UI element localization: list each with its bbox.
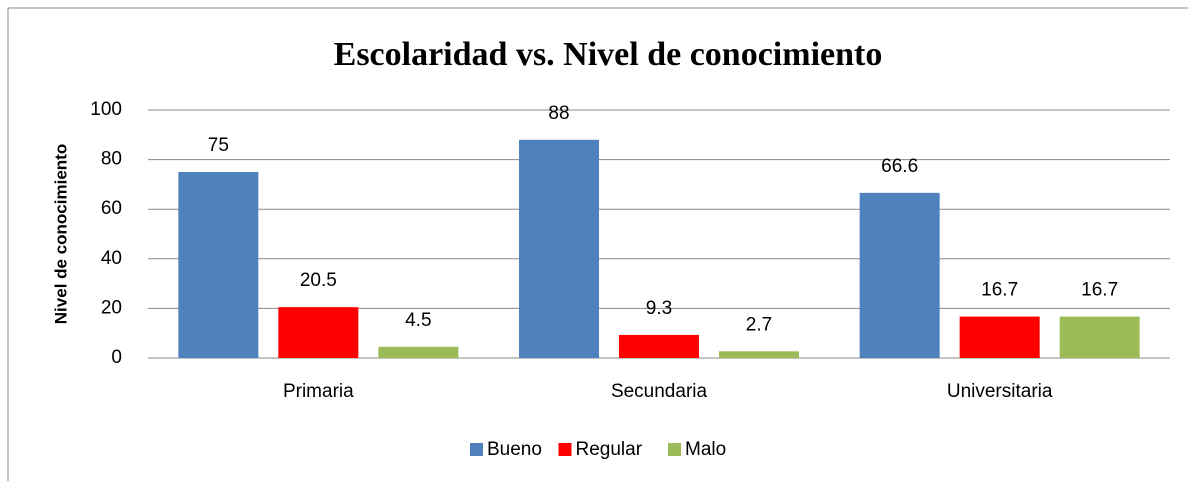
y-axis-label: Nivel de conocimiento (51, 144, 70, 324)
y-tick-label: 80 (101, 149, 122, 170)
y-tick-label: 60 (101, 198, 122, 219)
data-label: 16.7 (981, 280, 1018, 301)
bar (278, 307, 359, 358)
chart-title: Escolaridad vs. Nivel de conocimiento (334, 36, 883, 73)
data-label: 66.6 (881, 156, 918, 177)
legend-swatch (558, 443, 572, 456)
data-label: 16.7 (1081, 280, 1118, 301)
data-label: 20.5 (300, 270, 337, 291)
bar (1059, 316, 1140, 358)
legend-swatch (668, 443, 681, 456)
bar (859, 192, 940, 358)
x-tick-label: Universitaria (947, 381, 1053, 402)
data-label: 88 (548, 103, 569, 124)
legend-swatch (470, 443, 483, 456)
bar (619, 334, 699, 358)
chart-border (7, 7, 1188, 481)
bar (378, 346, 459, 358)
bar (519, 139, 599, 358)
data-label: 75 (208, 135, 229, 156)
data-label: 4.5 (405, 310, 431, 331)
legend-label: Regular (576, 439, 643, 460)
y-tick-label: 40 (101, 248, 122, 269)
x-tick-label: Primaria (283, 381, 354, 402)
y-tick-label: 0 (111, 347, 122, 368)
x-tick-label: Secundaria (611, 381, 708, 402)
y-tick-label: 100 (90, 99, 122, 120)
legend-label: Malo (685, 439, 726, 460)
legend-label: Bueno (487, 439, 542, 460)
data-label: 9.3 (646, 298, 672, 319)
bar (719, 351, 799, 358)
y-tick-label: 20 (101, 297, 122, 318)
bar (178, 172, 259, 358)
bar (959, 316, 1040, 358)
data-label: 2.7 (746, 314, 772, 335)
